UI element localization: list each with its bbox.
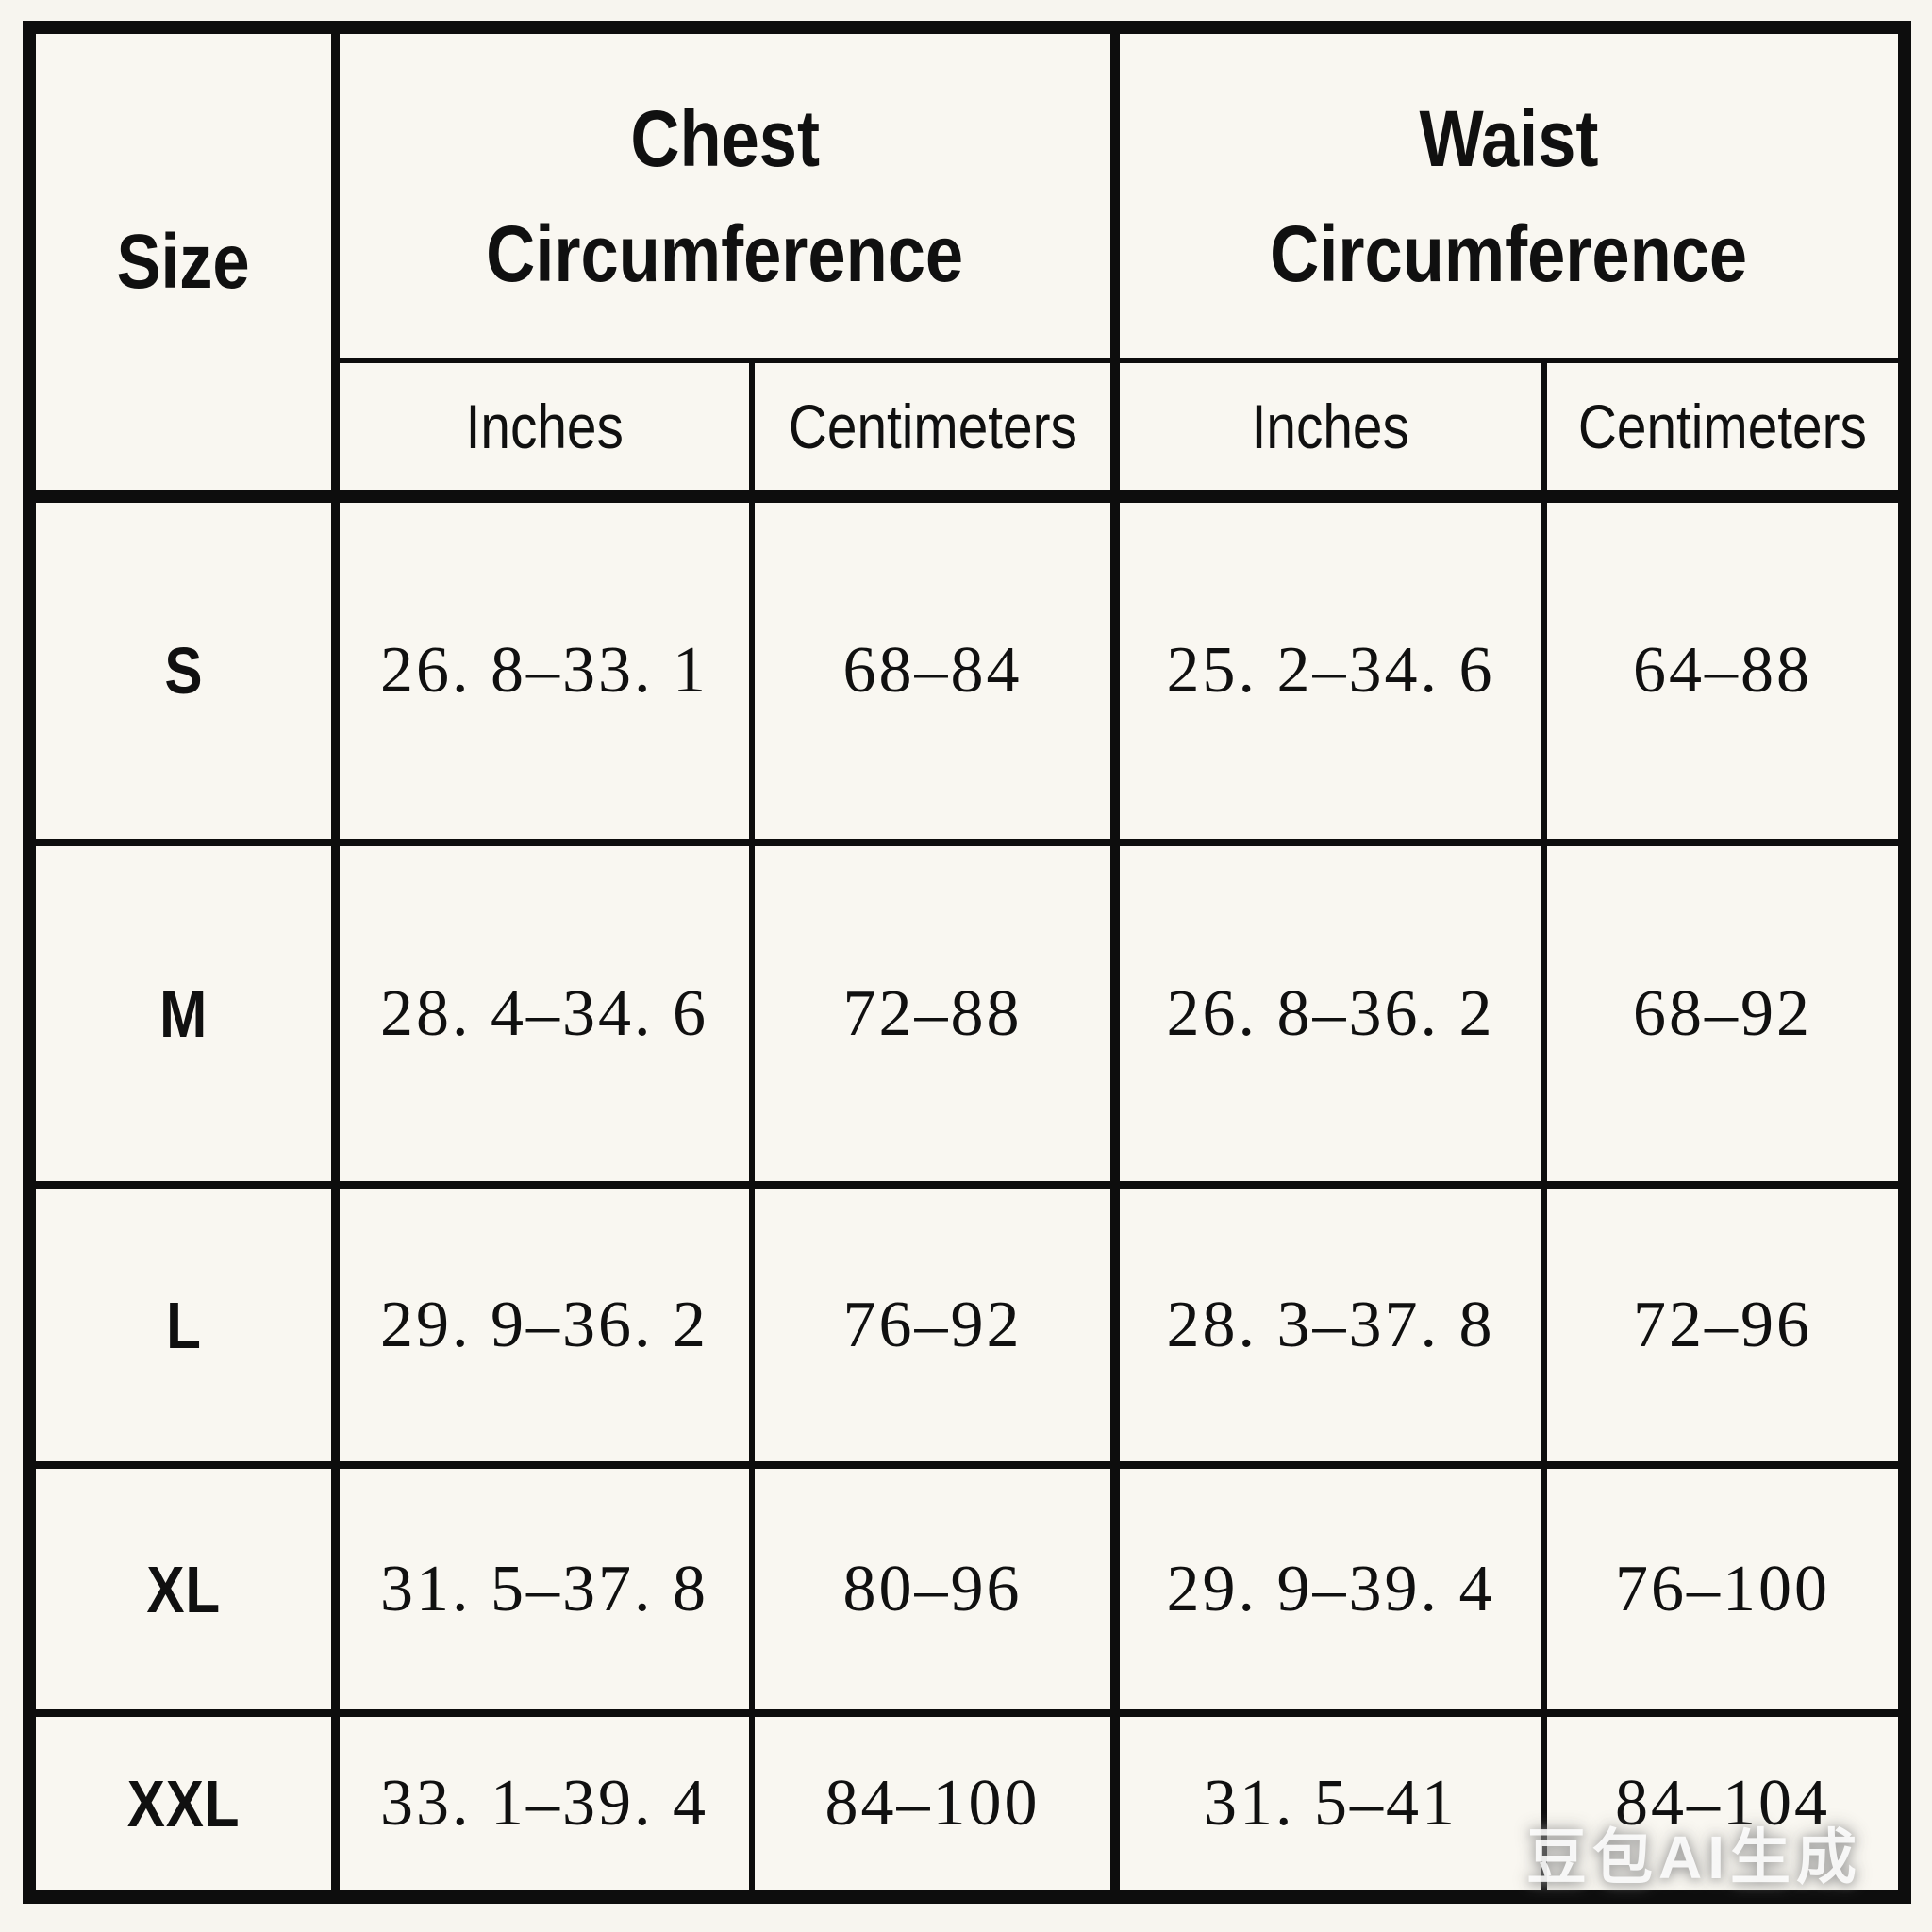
row-m-size-label: M xyxy=(36,846,340,1189)
size-chart-table: Size Chest Circumference Waist Circumfer… xyxy=(23,21,1911,1904)
row-s-waist-centimeters: 64–88 xyxy=(1547,503,1898,846)
chest-inches-subheader: Inches xyxy=(340,363,755,503)
row-m-waist-centimeters: 68–92 xyxy=(1547,846,1898,1189)
row-xl-size-label: XL xyxy=(36,1469,340,1717)
row-xl-waist-inches: 29. 9–39. 4 xyxy=(1120,1469,1547,1717)
row-s-chest-inches: 26. 8–33. 1 xyxy=(340,503,755,846)
waist-centimeters-subheader: Centimeters xyxy=(1547,363,1898,503)
chest-inches-subheader-label: Inches xyxy=(465,391,624,461)
ai-generated-watermark: 豆包AI生成 xyxy=(1526,1824,1862,1891)
chest-circumference-header: Chest Circumference xyxy=(340,34,1120,363)
waist-inches-subheader: Inches xyxy=(1120,363,1547,503)
row-xxl-waist-inches: 31. 5–41 xyxy=(1120,1717,1547,1890)
row-s-size-text: S xyxy=(163,634,204,708)
waist-header-line1: Waist xyxy=(1419,93,1599,183)
row-l-waist-inches: 28. 3–37. 8 xyxy=(1120,1189,1547,1469)
chest-centimeters-subheader-label: Centimeters xyxy=(788,391,1077,461)
waist-circumference-header: Waist Circumference xyxy=(1120,34,1898,363)
row-m-size-text: M xyxy=(158,976,208,1051)
row-xxl-size-text: XXL xyxy=(126,1767,241,1840)
row-l-size-label: L xyxy=(36,1189,340,1469)
row-s-waist-inches: 25. 2–34. 6 xyxy=(1120,503,1547,846)
row-m-chest-centimeters: 72–88 xyxy=(755,846,1120,1189)
row-xl-size-text: XL xyxy=(146,1552,221,1626)
chest-centimeters-subheader: Centimeters xyxy=(755,363,1120,503)
chest-header-line2: Circumference xyxy=(486,208,964,298)
row-xxl-chest-inches: 33. 1–39. 4 xyxy=(340,1717,755,1890)
size-column-header: Size xyxy=(36,34,340,503)
row-xl-chest-centimeters: 80–96 xyxy=(755,1469,1120,1717)
row-xl-waist-centimeters: 76–100 xyxy=(1547,1469,1898,1717)
row-l-size-text: L xyxy=(165,1288,202,1362)
row-xxl-size-label: XXL xyxy=(36,1717,340,1890)
row-s-chest-centimeters: 68–84 xyxy=(755,503,1120,846)
row-l-chest-centimeters: 76–92 xyxy=(755,1189,1120,1469)
row-m-chest-inches: 28. 4–34. 6 xyxy=(340,846,755,1189)
row-xxl-chest-centimeters: 84–100 xyxy=(755,1717,1120,1890)
row-l-waist-centimeters: 72–96 xyxy=(1547,1189,1898,1469)
size-column-header-label: Size xyxy=(116,218,251,305)
row-l-chest-inches: 29. 9–36. 2 xyxy=(340,1189,755,1469)
waist-inches-subheader-label: Inches xyxy=(1251,391,1410,461)
chest-header-line1: Chest xyxy=(630,93,820,183)
waist-centimeters-subheader-label: Centimeters xyxy=(1578,391,1867,461)
row-m-waist-inches: 26. 8–36. 2 xyxy=(1120,846,1547,1189)
row-s-size-label: S xyxy=(36,503,340,846)
row-xxl-waist-centimeters: 84–104 xyxy=(1615,1767,1830,1840)
waist-header-line2: Circumference xyxy=(1270,208,1748,298)
row-xl-chest-inches: 31. 5–37. 8 xyxy=(340,1469,755,1717)
